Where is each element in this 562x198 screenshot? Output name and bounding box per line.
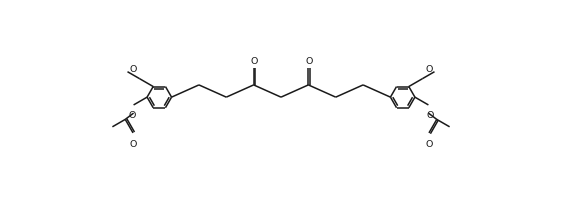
Text: O: O xyxy=(251,57,258,66)
Text: O: O xyxy=(129,65,137,74)
Text: O: O xyxy=(425,140,433,148)
Text: O: O xyxy=(129,140,137,148)
Text: O: O xyxy=(427,111,434,120)
Text: O: O xyxy=(128,111,135,120)
Text: O: O xyxy=(425,65,433,74)
Text: O: O xyxy=(306,57,313,66)
